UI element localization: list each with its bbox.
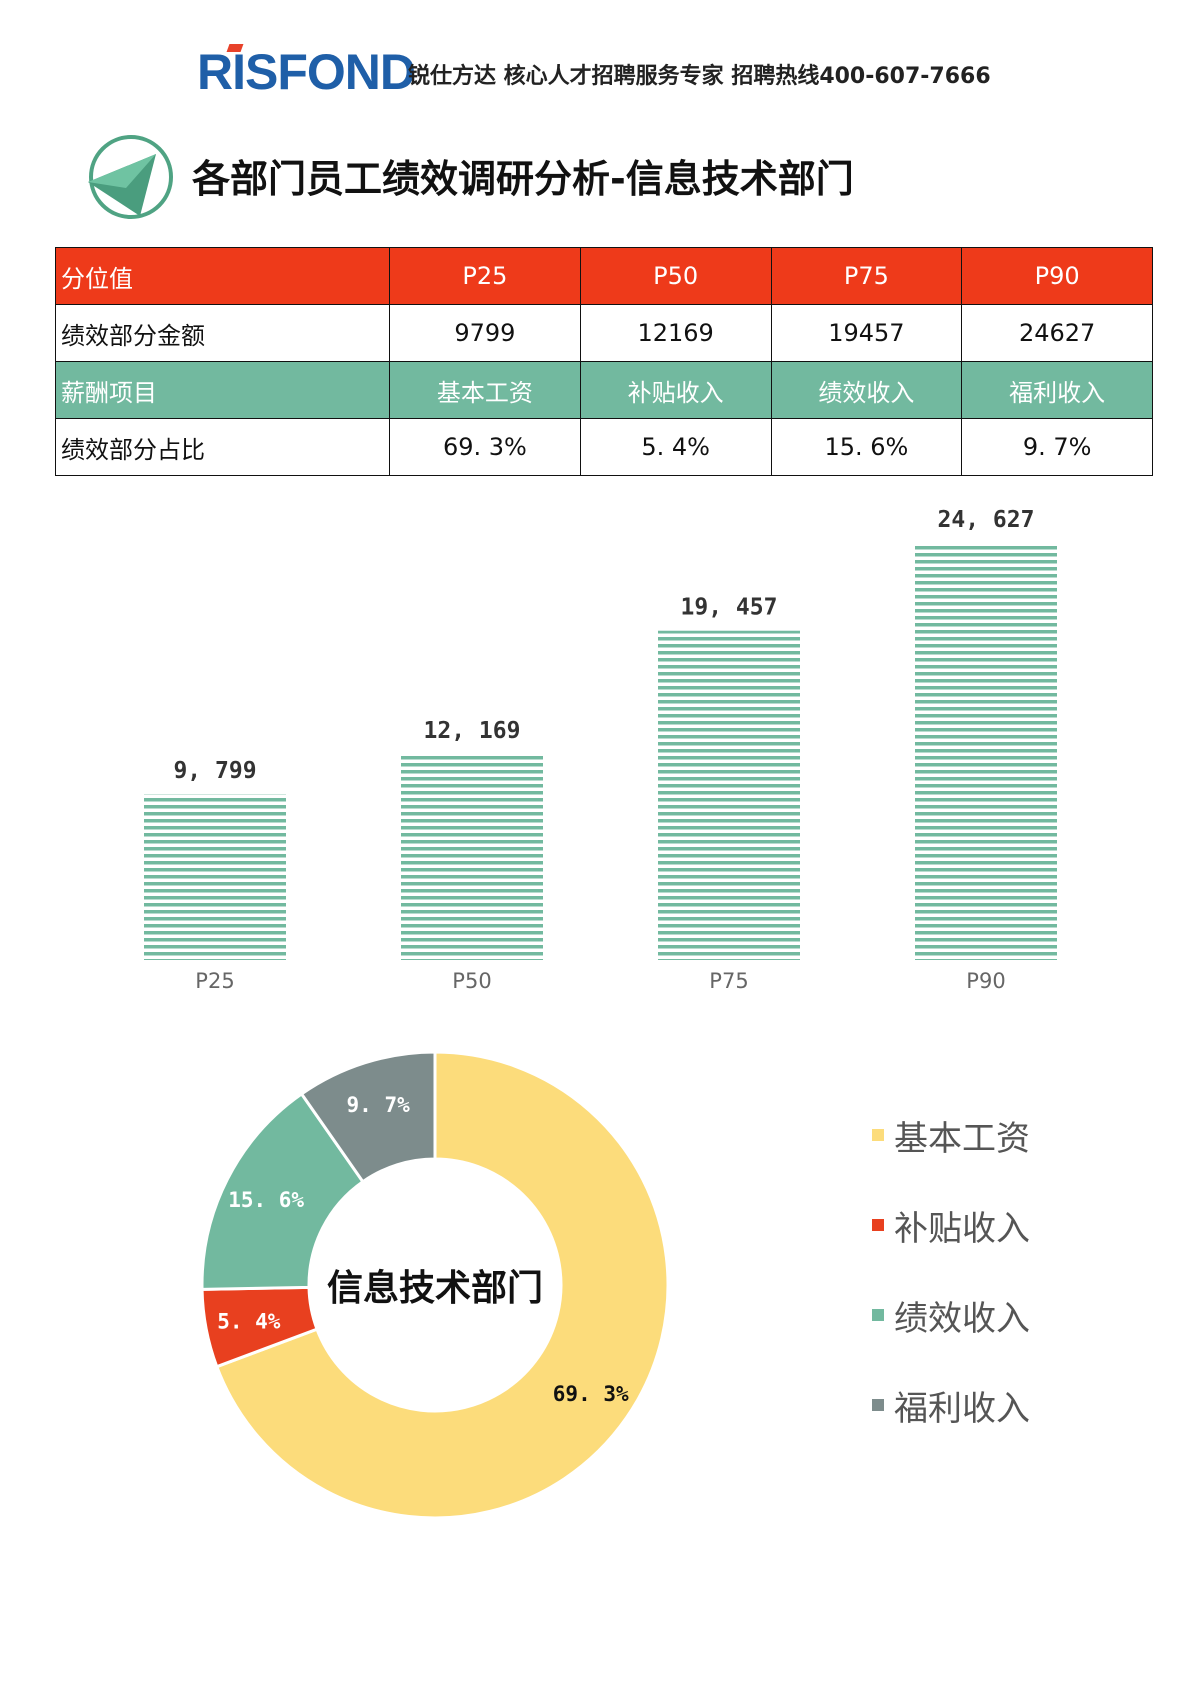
company-tagline: 锐仕方达 核心人才招聘服务专家 招聘热线400-607-7666: [408, 64, 991, 89]
slice-value-label: 69. 3%: [553, 1382, 629, 1406]
table-cell: 19457: [770, 304, 963, 362]
table-cell: 15. 6%: [770, 418, 963, 476]
slice-value-label: 5. 4%: [217, 1310, 281, 1334]
legend-label: 补贴收入: [894, 1208, 1030, 1249]
donut-legend: 基本工资 补贴收入 绩效收入 福利收入: [872, 1090, 1030, 1450]
table-cell: 5. 4%: [579, 418, 772, 476]
slice-value-label: 9. 7%: [347, 1093, 411, 1117]
legend-item: 基本工资: [872, 1090, 1030, 1180]
x-tick-label: P50: [452, 969, 491, 993]
table-cell: 绩效部分金额: [55, 304, 390, 362]
table-cell: P90: [961, 247, 1153, 305]
legend-label: 基本工资: [894, 1118, 1030, 1159]
legend-label: 绩效收入: [894, 1298, 1030, 1339]
table-cell: 分位值: [55, 247, 390, 305]
table-cell: P50: [579, 247, 772, 305]
bar-value-label: 19, 457: [681, 595, 778, 621]
table-cell: 12169: [579, 304, 772, 362]
legend-swatch: [872, 1399, 884, 1411]
paper-plane-icon: [88, 135, 173, 219]
x-tick-label: P75: [709, 969, 748, 993]
x-tick-label: P90: [966, 969, 1005, 993]
table-cell: 24627: [961, 304, 1153, 362]
donut-slice: [214, 1050, 670, 1520]
x-tick-label: P25: [195, 969, 234, 993]
page-title: 各部门员工绩效调研分析-信息技术部门: [192, 157, 854, 201]
legend-item: 绩效收入: [872, 1270, 1030, 1360]
table-cell: P75: [770, 247, 963, 305]
bar-p90: [915, 543, 1057, 960]
table-cell: 基本工资: [389, 361, 581, 419]
table-cell: 9799: [389, 304, 581, 362]
table-cell: 绩效收入: [770, 361, 963, 419]
table-cell: 补贴收入: [579, 361, 772, 419]
bar-value-label: 24, 627: [938, 507, 1035, 533]
table-cell: 9. 7%: [961, 418, 1153, 476]
table-cell: 福利收入: [961, 361, 1153, 419]
percentile-table: 分位值 P25 P50 P75 P90 绩效部分金额 9799 12169 19…: [55, 247, 1153, 476]
legend-swatch: [872, 1309, 884, 1321]
legend-swatch: [872, 1219, 884, 1231]
donut-chart: 69. 3% 5. 4% 15. 6% 9. 7% 信息技术部门: [200, 1050, 670, 1520]
legend-label: 福利收入: [894, 1388, 1030, 1429]
bar-value-label: 12, 169: [424, 718, 521, 744]
slice-value-label: 15. 6%: [228, 1188, 304, 1212]
donut-center-label: 信息技术部门: [327, 1268, 543, 1309]
legend-swatch: [872, 1129, 884, 1141]
table-cell: 绩效部分占比: [55, 418, 390, 476]
table-cell: P25: [389, 247, 581, 305]
bar-p25: [144, 794, 286, 960]
company-logo: RISFOND: [197, 44, 416, 100]
bar-p50: [401, 754, 543, 960]
bar-value-label: 9, 799: [173, 758, 256, 784]
donut-slice: [299, 1050, 437, 1184]
table-cell: 薪酬项目: [55, 361, 390, 419]
table-row: 薪酬项目 基本工资 补贴收入 绩效收入 福利收入: [55, 361, 1153, 419]
table-row: 绩效部分占比 69. 3% 5. 4% 15. 6% 9. 7%: [55, 418, 1153, 476]
bar-p75: [658, 630, 800, 960]
table-cell: 69. 3%: [389, 418, 581, 476]
table-row: 分位值 P25 P50 P75 P90: [55, 247, 1153, 305]
table-row: 绩效部分金额 9799 12169 19457 24627: [55, 304, 1153, 362]
logo-accent-mark: [226, 44, 244, 52]
legend-item: 福利收入: [872, 1360, 1030, 1450]
legend-item: 补贴收入: [872, 1180, 1030, 1270]
bar-chart: 9, 799 P25 12, 169 P50 19, 457 P75 24, 627 P90: [144, 507, 1057, 993]
